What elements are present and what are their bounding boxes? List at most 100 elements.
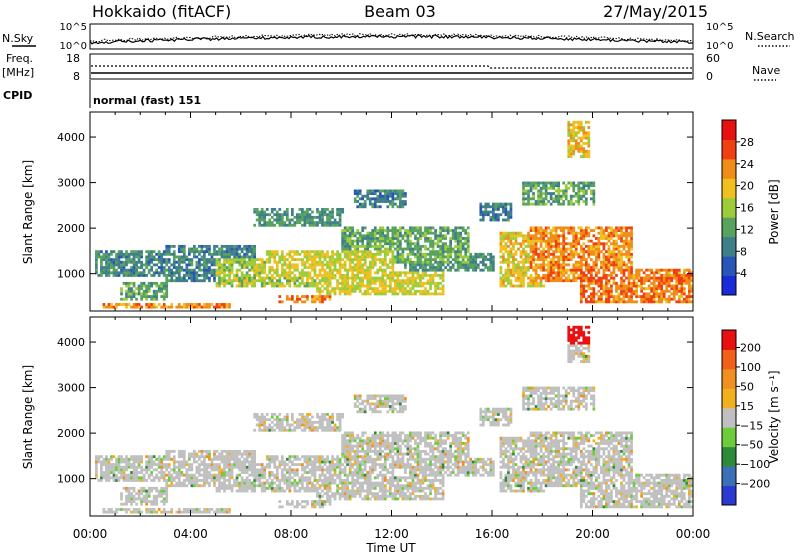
- power-cell: [605, 297, 608, 301]
- velocity-cell: [165, 510, 169, 514]
- power-cell: [532, 258, 535, 262]
- velocity-cell: [182, 465, 186, 469]
- power-cell: [110, 303, 113, 306]
- power-cell: [597, 250, 601, 254]
- power-cell: [220, 263, 224, 267]
- power-cell: [486, 213, 490, 217]
- power-cell: [597, 281, 601, 285]
- velocity-cell: [223, 463, 226, 467]
- velocity-cell: [258, 463, 262, 467]
- power-cell: [436, 242, 440, 246]
- power-cell: [306, 276, 309, 280]
- power-cell: [200, 268, 204, 272]
- power-cell: [100, 274, 103, 277]
- power-cell: [451, 247, 455, 251]
- power-cell: [441, 250, 445, 254]
- power-cell: [321, 260, 324, 264]
- power-cell: [180, 258, 184, 262]
- power-cell: [353, 266, 357, 269]
- velocity-cell: [245, 486, 249, 490]
- power-cell: [564, 268, 568, 272]
- power-cell: [107, 305, 111, 309]
- power-cell: [399, 242, 402, 246]
- power-cell: [579, 260, 583, 264]
- velocity-cell: [258, 476, 262, 480]
- velocity-cell: [140, 502, 143, 506]
- power-cell: [353, 244, 357, 248]
- power-cell: [263, 210, 267, 214]
- power-cell: [198, 258, 201, 262]
- power-cell: [373, 200, 377, 203]
- power-cell: [584, 268, 588, 272]
- power-cell: [542, 274, 545, 277]
- velocity-cell: [147, 460, 151, 464]
- power-cell: [645, 287, 648, 291]
- power-cell: [361, 258, 365, 262]
- power-cell: [539, 237, 543, 240]
- power-cell: [145, 260, 148, 264]
- power-cell: [243, 281, 246, 285]
- power-cell: [597, 279, 601, 283]
- power-cell: [572, 279, 576, 283]
- power-cell: [283, 223, 287, 227]
- power-cell: [582, 242, 586, 246]
- power-cell: [182, 303, 186, 306]
- power-cell: [185, 271, 189, 275]
- velocity-cell: [240, 484, 244, 488]
- power-cell: [564, 255, 568, 259]
- power-cell: [348, 263, 352, 267]
- power-cell: [383, 274, 387, 277]
- power-cell: [388, 242, 392, 246]
- power-cell: [627, 274, 631, 277]
- power-cell: [361, 234, 365, 238]
- power-cell: [313, 295, 317, 298]
- power-cell: [409, 258, 412, 262]
- velocity-cell: [115, 460, 118, 464]
- power-cell: [371, 205, 375, 209]
- power-cell: [125, 271, 128, 275]
- power-cell: [557, 234, 561, 238]
- power-cell: [667, 289, 671, 293]
- power-cell: [434, 287, 437, 291]
- velocity-cell: [127, 473, 131, 477]
- velocity-cell: [253, 484, 257, 488]
- power-cell: [135, 252, 138, 256]
- power-cell: [140, 281, 143, 285]
- power-cell: [587, 287, 591, 291]
- power-cell: [456, 247, 460, 251]
- power-cell: [333, 258, 337, 262]
- power-cell: [426, 258, 430, 262]
- velocity-cell: [258, 418, 262, 422]
- power-cell: [559, 263, 563, 267]
- power-cell: [361, 292, 365, 296]
- power-cell: [544, 197, 548, 201]
- power-cell: [280, 252, 284, 256]
- velocity-cell: [130, 510, 133, 514]
- power-cell: [652, 274, 656, 277]
- power-cell: [579, 186, 583, 190]
- power-cell: [670, 287, 674, 291]
- velocity-cell: [193, 484, 196, 488]
- power-cell: [243, 266, 246, 269]
- power-cell: [441, 258, 445, 262]
- power-cell: [396, 281, 400, 285]
- power-cell: [584, 300, 588, 304]
- power-cell: [504, 231, 508, 235]
- velocity-cell: [105, 468, 108, 472]
- power-cell: [670, 268, 674, 272]
- velocity-cell: [215, 479, 219, 482]
- power-cell: [527, 189, 530, 193]
- power-cell: [306, 218, 309, 222]
- power-cell: [177, 268, 181, 272]
- power-cell: [361, 252, 365, 256]
- power-cell: [358, 202, 362, 206]
- velocity-cell: [263, 489, 267, 493]
- power-cell: [489, 268, 493, 272]
- velocity-cell: [150, 508, 154, 511]
- power-cell: [572, 202, 576, 206]
- power-cell: [303, 223, 307, 227]
- power-cell: [356, 266, 360, 269]
- velocity-cell: [205, 481, 209, 485]
- velocity-cell: [210, 463, 214, 467]
- power-cell: [600, 300, 603, 304]
